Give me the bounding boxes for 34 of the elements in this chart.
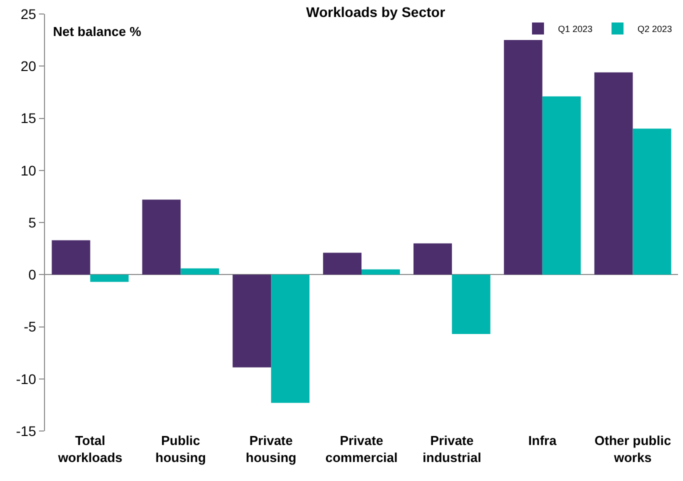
y-tick-label: 5 bbox=[28, 214, 36, 230]
x-tick-label: Total workloads bbox=[57, 433, 122, 465]
bar bbox=[632, 128, 672, 275]
bar bbox=[452, 274, 490, 334]
y-axis-title: Net balance % bbox=[53, 24, 142, 39]
bar bbox=[414, 243, 452, 275]
y-tick-label: 20 bbox=[20, 58, 36, 74]
bar bbox=[594, 72, 633, 275]
bar bbox=[323, 252, 362, 275]
y-tick-label: -15 bbox=[16, 422, 36, 439]
legend-label: Q1 2023 bbox=[558, 24, 593, 34]
legend-label: Q2 2023 bbox=[638, 24, 672, 34]
y-tick-label: -5 bbox=[24, 318, 36, 335]
x-tick-label: Private commercial bbox=[325, 433, 398, 465]
x-tick-label: Public housing bbox=[155, 433, 206, 465]
bar bbox=[362, 269, 400, 275]
bar bbox=[542, 96, 581, 275]
y-tick-label: -10 bbox=[16, 370, 36, 387]
y-tick-label: 25 bbox=[20, 6, 36, 22]
bar bbox=[142, 200, 181, 275]
y-tick-label: 10 bbox=[20, 162, 36, 178]
bar bbox=[232, 274, 272, 368]
x-tick-label: Private industrial bbox=[422, 433, 482, 465]
bar bbox=[90, 274, 129, 282]
y-tick-label: 15 bbox=[20, 110, 36, 126]
x-tick-label: Other public works bbox=[594, 433, 672, 465]
bar bbox=[52, 240, 90, 275]
x-tick-label: Infra bbox=[528, 433, 558, 448]
x-tick-label: Private housing bbox=[246, 433, 296, 465]
bar bbox=[271, 274, 310, 403]
bar bbox=[504, 40, 542, 275]
y-tick-label: 0 bbox=[28, 266, 36, 283]
chart-title: Workloads by Sector bbox=[306, 4, 446, 20]
bar bbox=[180, 268, 220, 275]
